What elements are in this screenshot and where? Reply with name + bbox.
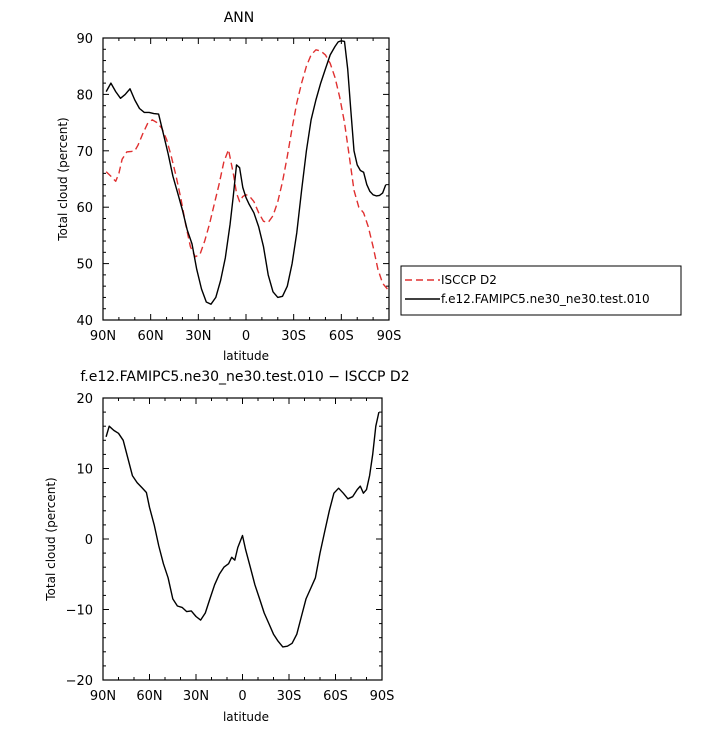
bottom-y-tick-label: 10 [76, 463, 93, 478]
bottom-y-tick-label: 0 [85, 533, 93, 548]
top-axis-ticks: 90N 60N 30N 0 30S 60S 90S 40 50 60 70 80 90 [76, 32, 401, 344]
top-x-axis-label: latitude [223, 349, 269, 363]
top-panel-title: ANN [224, 10, 255, 26]
bottom-y-tick-label: −10 [66, 604, 93, 619]
bottom-x-tick-label: 60S [323, 689, 348, 704]
bottom-y-tick-label: 20 [76, 392, 93, 407]
top-series-line-0 [105, 49, 388, 290]
bottom-panel: f.e12.FAMIPC5.ne30_ne30.test.010 − ISCCP… [44, 369, 410, 724]
bottom-axis-ticks: 90N 60N 30N 0 30S 60S 90S −20 −10 0 10 20 [66, 392, 395, 704]
top-y-tick-label: 60 [76, 201, 93, 216]
top-x-tick-label: 60S [329, 329, 354, 344]
legend-label-isccp: ISCCP D2 [441, 273, 497, 287]
bottom-x-tick-label: 30S [277, 689, 302, 704]
top-y-tick-label: 80 [76, 88, 93, 103]
top-x-tick-label: 30S [281, 329, 306, 344]
top-x-tick-label: 60N [138, 329, 164, 344]
bottom-x-tick-label: 90N [90, 689, 116, 704]
top-series-line-1 [105, 40, 387, 305]
bottom-x-tick-label: 30N [183, 689, 209, 704]
bottom-series-line-0 [105, 411, 380, 648]
bottom-x-tick-label: 90S [370, 689, 395, 704]
bottom-plot-frame [102, 397, 383, 681]
top-plot-frame [102, 37, 390, 321]
top-x-tick-label: 90S [377, 329, 402, 344]
top-y-tick-label: 40 [76, 314, 93, 329]
top-series-lines [105, 40, 388, 305]
legend-box [400, 265, 682, 316]
legend-label-model: f.e12.FAMIPC5.ne30_ne30.test.010 [441, 292, 650, 306]
bottom-x-tick-label: 60N [136, 689, 162, 704]
top-y-axis-label: Total cloud (percent) [56, 117, 70, 241]
top-panel: ANN 90N 60N 30N 0 30S 60S 90S 40 50 60 70 80 90 lati… [56, 10, 682, 363]
bottom-x-tick-label: 0 [238, 689, 246, 704]
top-y-tick-label: 90 [76, 32, 93, 47]
top-x-tick-label: 30N [185, 329, 211, 344]
bottom-y-axis-label: Total cloud (percent) [44, 477, 58, 601]
top-x-tick-label: 0 [242, 329, 250, 344]
top-y-tick-label: 50 [76, 258, 93, 273]
top-y-tick-label: 70 [76, 145, 93, 160]
bottom-x-axis-label: latitude [223, 710, 269, 724]
bottom-y-tick-label: −20 [66, 674, 93, 689]
legend: ISCCP D2 f.e12.FAMIPC5.ne30_ne30.test.01… [400, 265, 682, 316]
bottom-panel-title: f.e12.FAMIPC5.ne30_ne30.test.010 − ISCCP… [80, 369, 409, 385]
bottom-series-lines [105, 411, 380, 648]
top-x-tick-label: 90N [90, 329, 116, 344]
